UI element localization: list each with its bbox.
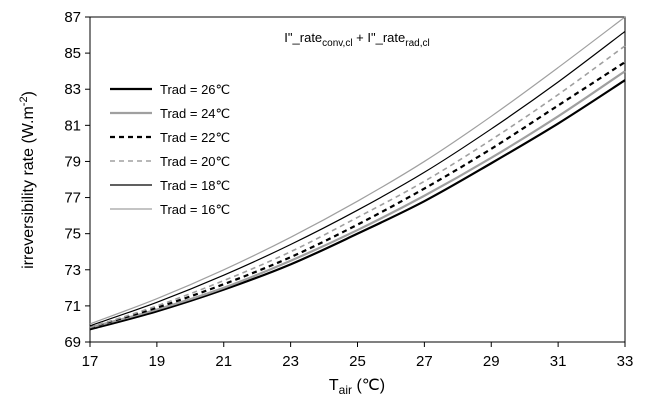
y-tick-label: 81 [64,117,81,134]
legend-label-5: Trad = 16℃ [160,202,230,217]
x-tick-label: 25 [349,353,366,370]
x-tick-label: 27 [416,353,433,370]
y-tick-label: 85 [64,45,81,62]
legend-label-1: Trad = 24℃ [160,106,230,121]
series-line-2 [89,61,626,329]
y-tick-label: 87 [64,9,81,26]
y-tick-label: 75 [64,226,81,243]
y-tick-label: 69 [64,334,81,351]
chart-annotation: I"_rateconv,cl + I"_raterad,cl [284,30,429,49]
y-tick-label: 73 [64,262,81,279]
x-tick-label: 19 [149,353,166,370]
legend-label-2: Trad = 22℃ [160,130,230,145]
x-axis-title: Tair (℃) [329,377,385,397]
series-line-1 [89,70,626,329]
x-axis-ticks: 17 19 21 23 25 27 29 31 33 [82,342,634,370]
legend-label-4: Trad = 18℃ [160,178,230,193]
x-tick-label: 29 [483,353,500,370]
legend-label-0: Trad = 26℃ [160,82,230,97]
x-tick-label: 31 [550,353,567,370]
x-tick-label: 17 [82,353,99,370]
y-tick-label: 71 [64,298,81,315]
y-tick-label: 83 [64,81,81,98]
y-axis-ticks: 69 71 73 75 77 79 81 83 85 87 [64,9,90,351]
y-tick-label: 77 [64,190,81,207]
series-line-3 [89,45,626,329]
series-layer [89,16,626,331]
legend-label-3: Trad = 20℃ [160,154,230,169]
series-line-4 [89,30,626,327]
x-tick-label: 23 [282,353,299,370]
y-axis-title: irreversibility rate (W.m-2) [18,91,37,269]
y-tick-label: 79 [64,153,81,170]
series-line-0 [89,79,626,331]
legend: Trad = 26℃ Trad = 24℃ Trad = 22℃ Trad = 20℃… [110,82,230,217]
series-line-5 [89,16,626,325]
x-tick-label: 33 [617,353,634,370]
x-tick-label: 21 [215,353,232,370]
